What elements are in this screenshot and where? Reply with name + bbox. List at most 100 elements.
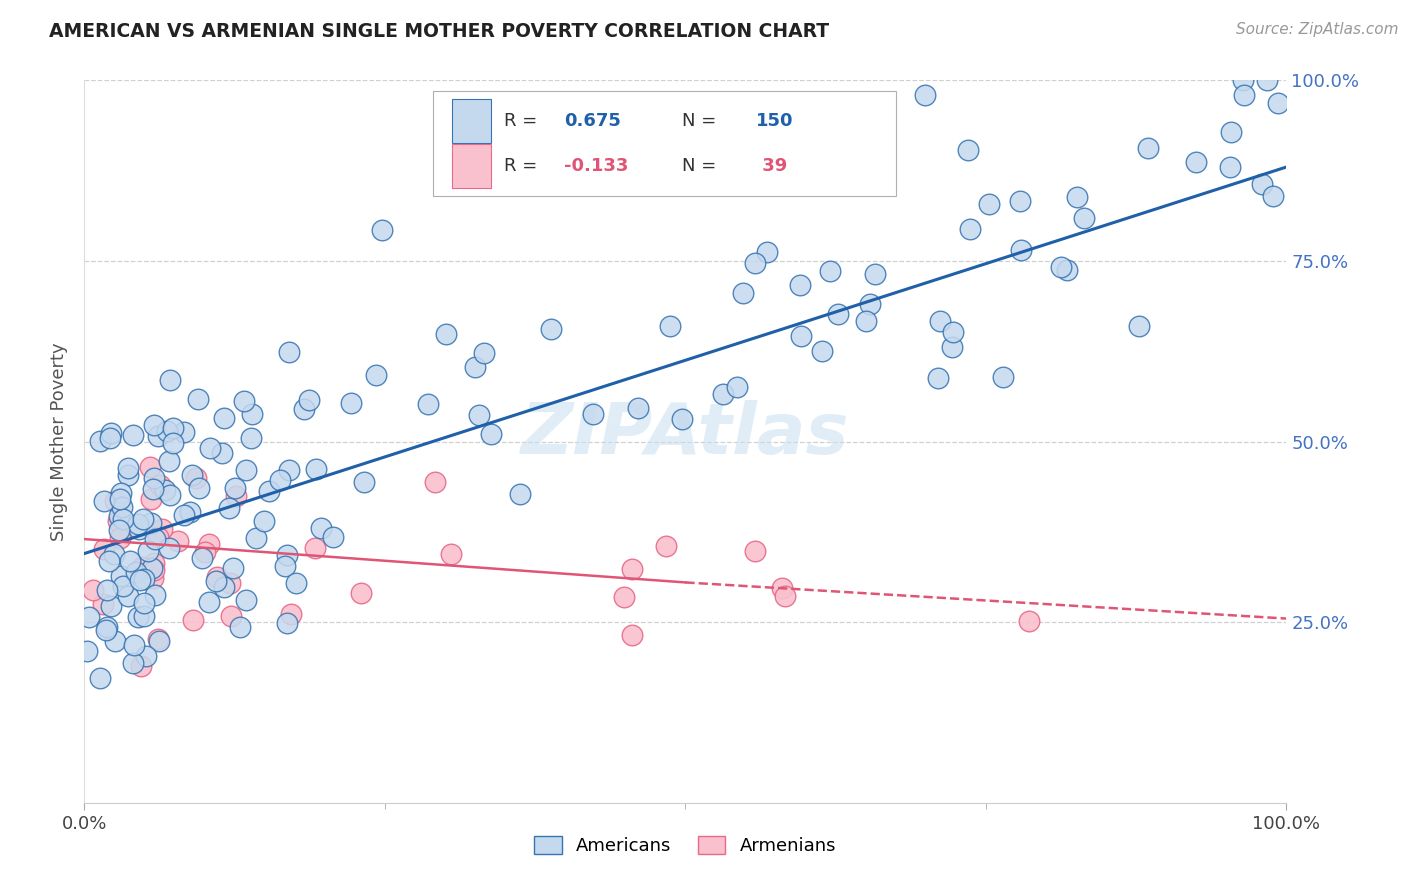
Point xyxy=(117,590,139,604)
Point xyxy=(139,459,162,474)
Point xyxy=(772,582,794,596)
Point xyxy=(219,575,242,590)
Point xyxy=(1056,263,1078,277)
Y-axis label: Single Mother Poverty: Single Mother Poverty xyxy=(51,343,69,541)
Point xyxy=(423,475,446,490)
Point xyxy=(139,491,162,506)
Point xyxy=(479,427,502,442)
Text: -0.133: -0.133 xyxy=(564,157,628,175)
Point xyxy=(252,514,274,528)
Point xyxy=(440,547,463,561)
Point xyxy=(111,500,134,515)
Point xyxy=(711,386,734,401)
Point xyxy=(959,221,981,235)
FancyBboxPatch shape xyxy=(433,91,896,196)
Point xyxy=(474,345,496,359)
Text: N =: N = xyxy=(682,157,721,175)
Point xyxy=(143,563,166,577)
Point xyxy=(789,277,811,292)
Point xyxy=(108,523,131,537)
Point xyxy=(121,656,143,670)
Point xyxy=(277,463,299,477)
Point xyxy=(111,512,134,526)
Point xyxy=(173,508,195,523)
Point xyxy=(98,431,121,445)
Point xyxy=(228,619,250,633)
Point xyxy=(509,487,531,501)
Point xyxy=(162,435,184,450)
Point xyxy=(274,559,297,574)
Point xyxy=(100,425,122,440)
Point xyxy=(1219,125,1241,139)
Point xyxy=(235,463,257,477)
Point xyxy=(141,561,163,575)
Point xyxy=(122,638,145,652)
Point xyxy=(235,593,257,607)
Point xyxy=(141,516,163,531)
Point xyxy=(364,368,387,382)
Point xyxy=(859,297,882,311)
Point xyxy=(353,475,375,489)
Point xyxy=(184,471,207,485)
Point xyxy=(979,197,1001,211)
Point xyxy=(927,371,949,385)
Point xyxy=(97,554,120,568)
Point xyxy=(143,471,166,485)
Point xyxy=(108,509,131,524)
Point xyxy=(198,595,221,609)
Point xyxy=(166,534,188,549)
Point xyxy=(93,493,115,508)
Point xyxy=(127,610,149,624)
Text: AMERICAN VS ARMENIAN SINGLE MOTHER POVERTY CORRELATION CHART: AMERICAN VS ARMENIAN SINGLE MOTHER POVER… xyxy=(49,22,830,41)
Text: 0.675: 0.675 xyxy=(564,112,621,130)
Point xyxy=(991,370,1014,384)
Point xyxy=(143,532,166,546)
Text: Source: ZipAtlas.com: Source: ZipAtlas.com xyxy=(1236,22,1399,37)
Point xyxy=(245,531,267,545)
Point xyxy=(146,632,169,646)
Point xyxy=(1219,160,1241,174)
Point xyxy=(371,223,394,237)
Point xyxy=(756,245,779,260)
Point xyxy=(620,628,643,642)
Point xyxy=(284,576,307,591)
Point xyxy=(214,580,236,594)
Point xyxy=(1232,73,1254,87)
Text: R =: R = xyxy=(503,112,543,130)
Point xyxy=(941,340,963,354)
Point xyxy=(1073,211,1095,225)
Point xyxy=(132,608,155,623)
Point xyxy=(77,610,100,624)
Point xyxy=(205,574,228,588)
Point xyxy=(89,672,111,686)
Point xyxy=(181,614,204,628)
Point xyxy=(233,393,256,408)
Point xyxy=(1185,155,1208,169)
Point xyxy=(929,314,952,328)
Point xyxy=(956,143,979,157)
Point xyxy=(143,417,166,432)
Point xyxy=(1263,188,1285,202)
Point xyxy=(110,568,132,582)
Point xyxy=(149,478,172,492)
Point xyxy=(187,392,209,407)
Point xyxy=(218,501,240,516)
Point xyxy=(222,561,245,575)
Point xyxy=(179,505,201,519)
Point xyxy=(173,425,195,439)
Point xyxy=(863,268,886,282)
Point xyxy=(613,590,636,604)
Point xyxy=(658,318,681,333)
Point xyxy=(132,512,155,526)
Point xyxy=(100,599,122,613)
Point xyxy=(225,489,247,503)
Point xyxy=(464,360,486,375)
Point xyxy=(118,554,141,568)
Point xyxy=(180,467,202,482)
Point xyxy=(627,401,650,415)
Point xyxy=(110,531,132,545)
Point xyxy=(104,634,127,648)
Point xyxy=(110,486,132,500)
Point xyxy=(129,574,152,588)
Point xyxy=(1233,87,1256,102)
